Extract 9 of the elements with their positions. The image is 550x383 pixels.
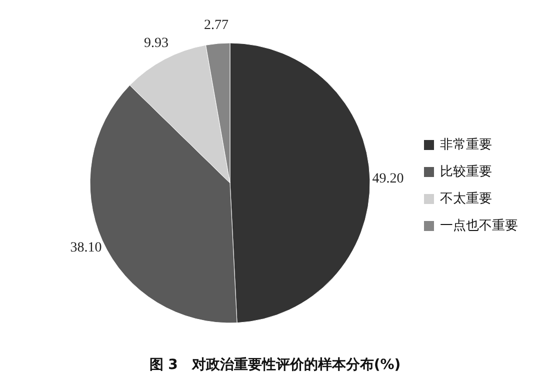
legend-label: 不太重要	[440, 192, 492, 206]
data-label: 2.77	[204, 18, 229, 34]
data-label: 49.20	[372, 172, 404, 187]
data-label: 38.10	[70, 240, 102, 256]
data-label: 9.93	[144, 36, 168, 51]
text: 图 3 对政治重要性评价的样本分布(%)	[149, 357, 401, 373]
legend-label: 比较重要	[440, 164, 492, 180]
legend-label: 非常重要	[440, 138, 492, 152]
legend-label: 一点也不重要	[440, 218, 518, 234]
